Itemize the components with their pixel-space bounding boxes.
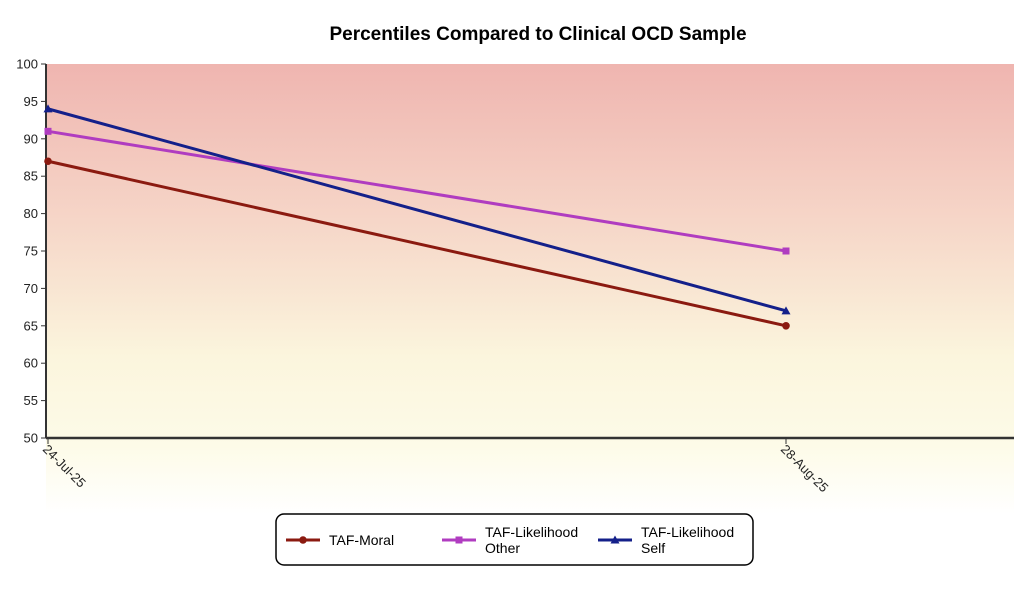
legend-label-line1: TAF-Likelihood [485, 524, 578, 540]
y-tick-label: 95 [24, 94, 38, 109]
legend-label-line2: Other [485, 540, 520, 556]
data-point [43, 104, 53, 113]
series-line [47, 107, 787, 313]
chart-title: Percentiles Compared to Clinical OCD Sam… [329, 24, 746, 45]
y-tick-label: 100 [16, 57, 38, 72]
data-point [44, 157, 52, 166]
series-line [47, 159, 787, 328]
plot-background [46, 64, 1014, 514]
y-tick-label: 90 [24, 131, 38, 146]
y-tick-label: 60 [24, 356, 38, 371]
y-axis: 50 55 60 65 70 75 80 85 90 95 100 [16, 57, 47, 446]
legend-marker [455, 536, 463, 544]
series-line [47, 129, 787, 253]
y-tick-label: 80 [24, 206, 38, 221]
legend-label-line2: Self [641, 540, 665, 556]
y-tick-label: 55 [24, 393, 38, 408]
y-tick-label: 65 [24, 318, 38, 333]
series-taf-moral [44, 157, 790, 330]
data-point [44, 127, 52, 135]
data-point [782, 247, 790, 255]
series-taf-likelihood-self [43, 104, 791, 315]
y-tick-label: 85 [24, 169, 38, 184]
data-point [782, 322, 790, 330]
legend-label-line1: TAF-Likelihood [641, 524, 734, 540]
data-point [781, 306, 791, 315]
series-layer [43, 104, 791, 330]
legend-label: TAF-Moral [329, 532, 394, 548]
y-tick-label: 75 [24, 244, 38, 259]
legend-item: TAF-Moral [286, 532, 394, 548]
series-taf-likelihood-other [44, 127, 790, 255]
legend-marker [299, 536, 307, 544]
y-tick-label: 70 [24, 281, 38, 296]
legend-box [275, 513, 754, 566]
legend: TAF-Moral TAF-LikelihoodOtherTAF-Likeliho… [275, 513, 754, 566]
legend-marker [610, 535, 620, 544]
y-tick-label: 50 [24, 431, 38, 446]
